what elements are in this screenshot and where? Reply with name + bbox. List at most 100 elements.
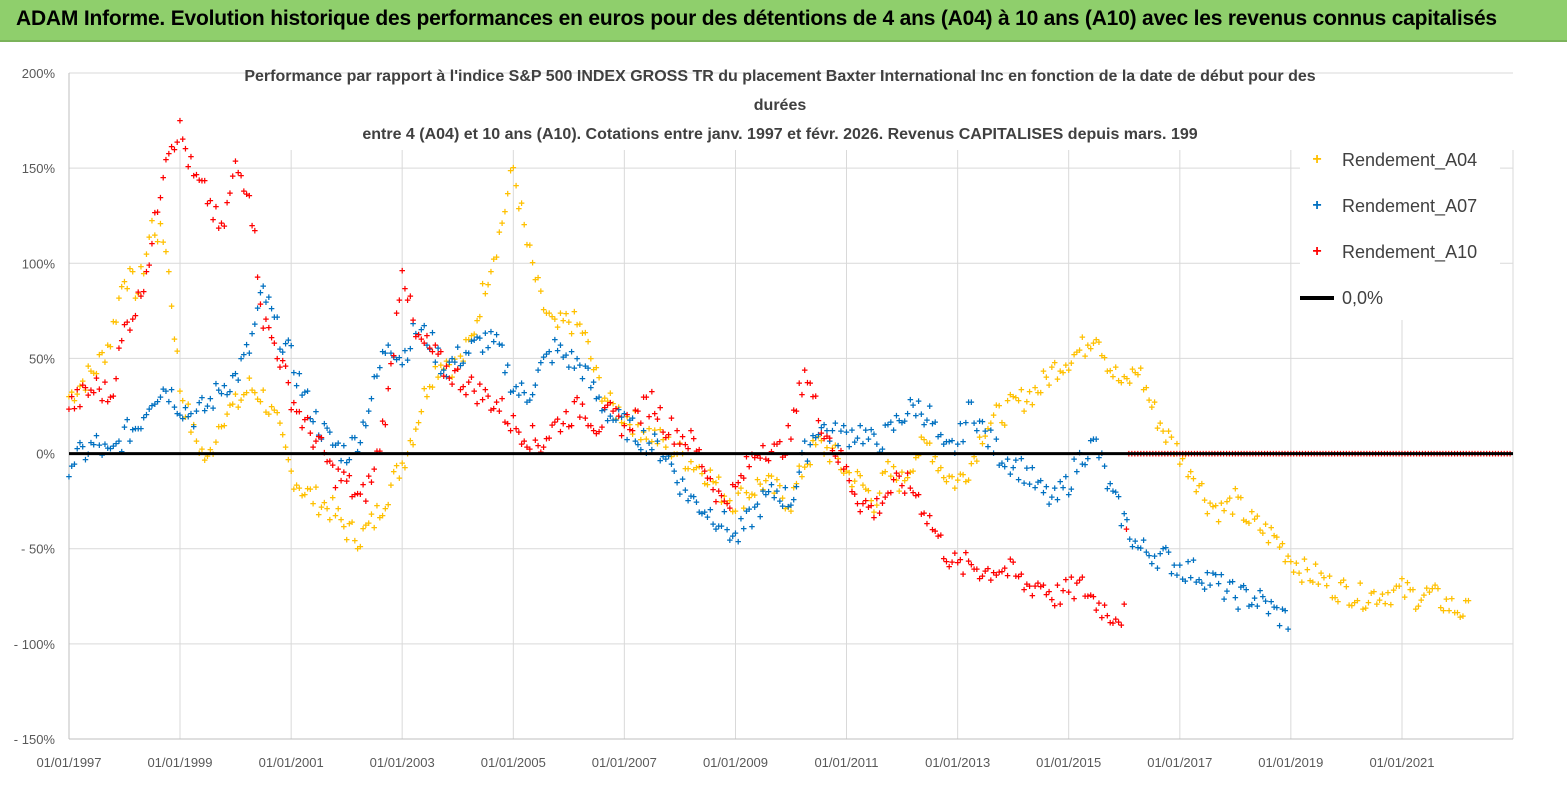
data-point: + [368,509,374,521]
data-point: + [1165,426,1171,438]
data-point: + [1240,580,1246,592]
data-point: + [882,467,888,479]
data-point: + [282,338,288,350]
data-point: + [1087,436,1093,448]
data-point: + [1079,572,1085,584]
data-point: + [399,360,405,372]
data-point: + [1360,604,1366,616]
data-point: + [440,365,446,377]
data-point: + [1332,592,1338,604]
data-point: + [266,322,272,334]
data-point: + [685,495,691,507]
data-point: + [1435,583,1441,595]
data-point: + [860,480,866,492]
data-point: + [391,466,397,478]
data-point: + [974,426,980,438]
data-point: + [613,403,619,415]
data-point: + [421,338,427,350]
data-point: + [505,360,511,372]
data-point: + [1104,483,1110,495]
data-point: + [474,315,480,327]
data-point: + [357,542,363,554]
data-point: + [1146,550,1152,562]
data-point: + [679,432,685,444]
data-point: + [1379,589,1385,601]
data-point: + [629,426,635,438]
data-point: + [1279,604,1285,616]
data-point: + [768,471,774,483]
data-point: + [218,389,224,401]
data-point: + [324,423,330,435]
data-point: + [785,420,791,432]
data-point: + [1196,574,1202,586]
data-point: + [157,193,163,205]
data-point: + [754,475,760,487]
data-point: + [554,414,560,426]
data-point: + [343,476,349,488]
data-point: + [535,441,541,453]
data-point: + [446,357,452,369]
data-point: + [402,345,408,357]
data-point: + [1024,397,1030,409]
data-point: + [613,415,619,427]
data-point: + [796,467,802,479]
data-point: + [93,369,99,381]
data-point: + [518,378,524,390]
data-point: + [552,314,558,326]
data-point: + [152,230,158,242]
data-point: + [1004,396,1010,408]
data-point: + [743,488,749,500]
data-point: + [457,351,463,363]
data-point: + [1324,581,1330,593]
data-point: + [507,166,513,178]
data-point: + [791,495,797,507]
data-point: + [621,419,627,431]
data-point: + [1429,584,1435,596]
data-point: + [1196,480,1202,492]
data-point: + [432,340,438,352]
x-tick-label: 01/01/1997 [36,755,101,770]
data-point: + [1207,580,1213,592]
data-point: + [124,415,130,427]
data-point: + [851,489,857,501]
data-point: + [801,365,807,377]
data-point: + [1029,590,1035,602]
data-point: + [1043,372,1049,384]
data-point: + [166,149,172,161]
data-point: + [135,287,141,299]
data-point: + [1007,390,1013,402]
data-point: + [713,524,719,536]
data-point: + [696,444,702,456]
data-point: + [1246,601,1252,613]
data-point: + [1032,483,1038,495]
data-point: + [957,554,963,566]
data-point: + [507,387,513,399]
data-point: + [979,438,985,450]
data-point: + [463,347,469,359]
data-point: + [304,386,310,398]
data-point: + [1315,579,1321,591]
data-point: + [202,175,208,187]
data-point: + [127,436,133,448]
data-point: + [840,468,846,480]
y-tick-label: 200% [22,66,56,81]
data-point: + [1132,368,1138,380]
data-point: + [66,404,72,416]
data-point: + [143,266,149,278]
data-point: + [271,405,277,417]
data-point: + [1238,492,1244,504]
data-point: + [429,328,435,340]
data-point: + [643,392,649,404]
data-point: + [132,424,138,436]
data-point: + [746,461,752,473]
data-point: + [338,515,344,527]
data-point: + [1040,366,1046,378]
data-point: + [113,438,119,450]
chart-legend: + Rendement_A04 + Rendement_A07 + Rendem… [1300,140,1500,320]
data-point: + [385,384,391,396]
data-point: + [1185,472,1191,484]
data-point: + [774,475,780,487]
data-point: + [979,417,985,429]
data-point: + [624,410,630,422]
data-point: + [143,410,149,422]
